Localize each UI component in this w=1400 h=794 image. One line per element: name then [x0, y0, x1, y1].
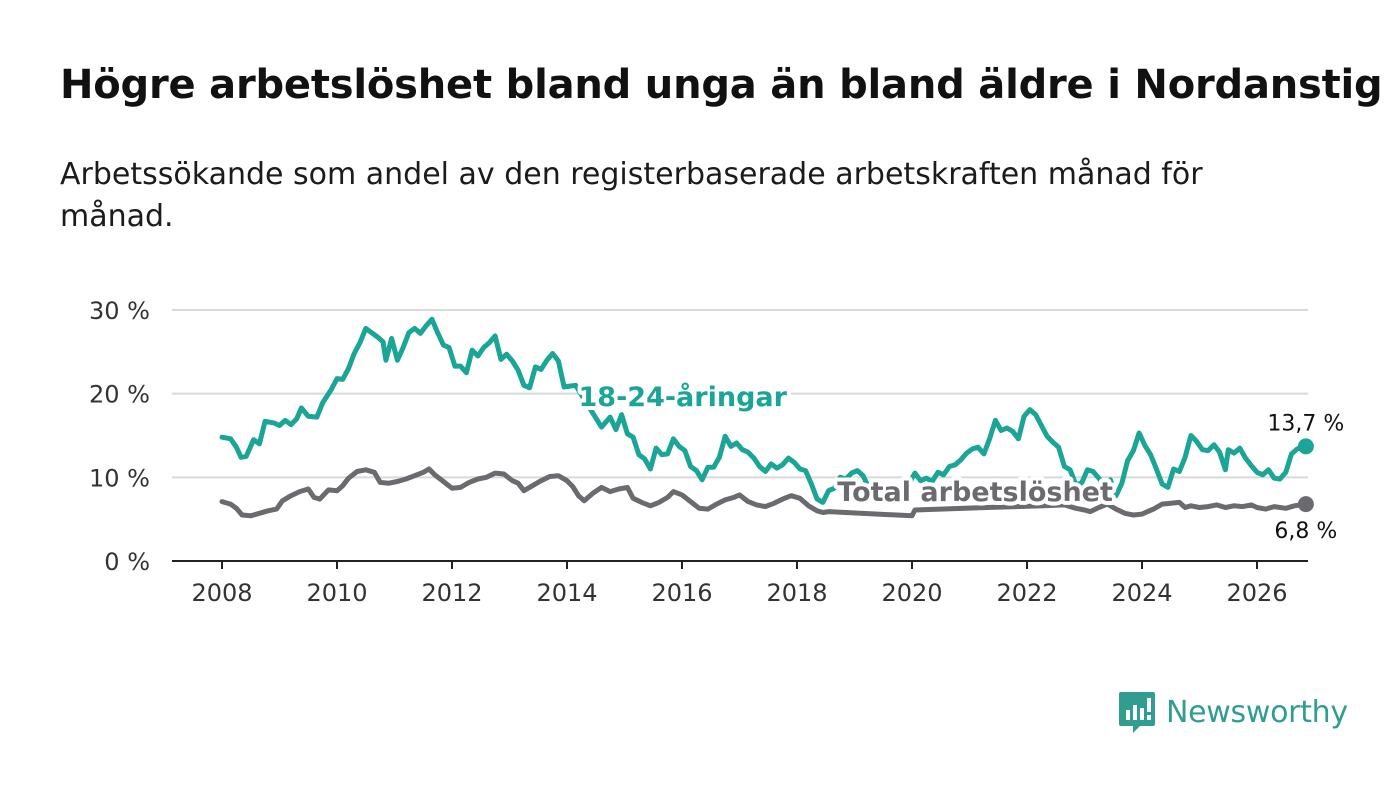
- x-tick-label: 2022: [996, 579, 1057, 607]
- x-tick-label: 2026: [1226, 579, 1287, 607]
- y-tick-label: 30 %: [89, 297, 150, 325]
- series-end-marker: [1297, 496, 1314, 513]
- series-label: 18-24-åringar: [579, 381, 788, 413]
- page-subtitle: Arbetssökande som andel av den registerb…: [60, 157, 1203, 234]
- x-tick-label: 2016: [651, 579, 712, 607]
- chart-annotations: 18-24-åringar Total arbetslöshet 13,7 % 6,8…: [575, 377, 1345, 544]
- end-value-label: 13,7 %: [1267, 411, 1344, 436]
- chart-series: [219, 316, 1314, 519]
- end-value-label: 6,8 %: [1274, 519, 1337, 544]
- y-tick-label: 10 %: [89, 464, 150, 492]
- y-tick-label: 20 %: [89, 381, 150, 409]
- brand-name: Newsworthy: [1166, 694, 1348, 730]
- series-label: Total arbetslöshet: [837, 477, 1113, 508]
- x-tick-label: 2018: [766, 579, 827, 607]
- x-tick-label: 2024: [1111, 579, 1172, 607]
- chart-gridlines: [172, 309, 1308, 479]
- brand-logo: Newsworthy: [1118, 690, 1348, 734]
- x-tick-label: 2008: [191, 579, 252, 607]
- series-line: [219, 316, 1309, 505]
- x-axis: 2008 2010 2012 2014 2016 2018 2020 2022 2024 2026: [172, 560, 1308, 607]
- x-tick-label: 2012: [421, 579, 482, 607]
- series-line: [219, 466, 1309, 519]
- y-tick-label: 0 %: [104, 548, 150, 576]
- x-tick-label: 2010: [306, 579, 367, 607]
- y-axis-ticks: 0 % 10 % 20 % 30 %: [89, 297, 150, 576]
- series-end-marker: [1297, 438, 1314, 455]
- page-title: Högre arbetslöshet bland unga än bland ä…: [60, 62, 1383, 108]
- x-tick-label: 2020: [881, 579, 942, 607]
- newsworthy-logo-icon: [1119, 692, 1155, 733]
- x-tick-label: 2014: [536, 579, 597, 607]
